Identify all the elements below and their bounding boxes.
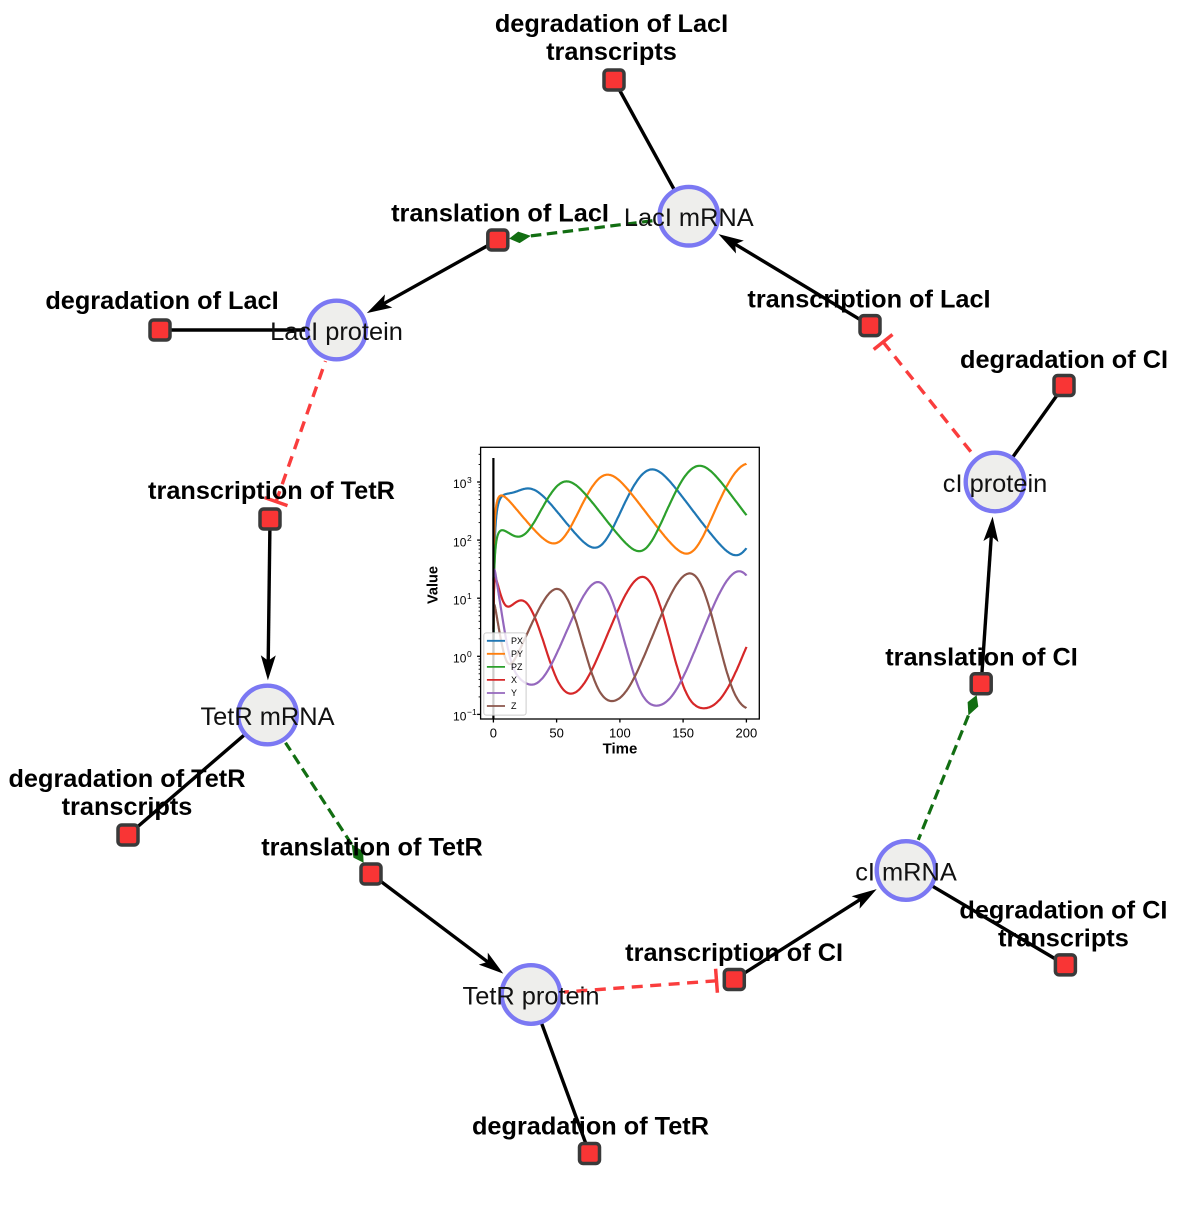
svg-text:−1: −1 [467,707,477,717]
svg-text:Value: Value [426,566,442,604]
svg-text:3: 3 [467,475,472,485]
svg-text:translation of CI: translation of CI [885,643,1078,671]
svg-text:translation of TetR: translation of TetR [261,834,483,862]
svg-text:TetR mRNA: TetR mRNA [200,703,334,731]
svg-text:Y: Y [511,688,517,698]
svg-text:10: 10 [453,652,467,666]
svg-text:PX: PX [511,636,523,646]
svg-text:10: 10 [453,535,467,549]
svg-text:LacI mRNA: LacI mRNA [624,204,754,232]
svg-text:200: 200 [736,726,758,741]
svg-text:2: 2 [467,533,472,543]
svg-text:50: 50 [549,726,563,741]
svg-text:10: 10 [453,593,467,607]
svg-text:100: 100 [609,726,631,741]
svg-text:X: X [511,675,517,685]
svg-text:10: 10 [453,710,467,724]
svg-text:Z: Z [511,701,517,711]
svg-text:degradation of LacI: degradation of LacI [45,287,278,315]
svg-text:10: 10 [453,477,467,491]
svg-text:translation of LacI: translation of LacI [391,200,609,228]
svg-text:transcripts: transcripts [546,38,677,66]
svg-text:Time: Time [603,741,638,758]
svg-text:cI mRNA: cI mRNA [855,858,957,886]
svg-text:TetR protein: TetR protein [463,982,600,1010]
svg-text:degradation of TetR: degradation of TetR [472,1113,709,1141]
svg-text:degradation of TetR: degradation of TetR [8,765,245,793]
svg-text:transcription of LacI: transcription of LacI [747,286,990,314]
svg-text:1: 1 [467,591,472,601]
svg-text:degradation of LacI: degradation of LacI [495,10,728,38]
svg-text:transcripts: transcripts [62,793,193,821]
svg-text:degradation of CI: degradation of CI [959,897,1167,925]
svg-text:transcription of CI: transcription of CI [625,939,843,967]
svg-text:LacI protein: LacI protein [270,318,403,346]
svg-text:0: 0 [490,726,497,741]
svg-text:transcription of TetR: transcription of TetR [148,477,395,505]
svg-text:150: 150 [672,726,694,741]
svg-text:0: 0 [467,649,472,659]
svg-text:cI protein: cI protein [943,470,1047,498]
svg-text:PY: PY [511,649,523,659]
svg-text:PZ: PZ [511,662,523,672]
svg-text:degradation of CI: degradation of CI [960,346,1168,374]
svg-text:transcripts: transcripts [998,925,1129,953]
